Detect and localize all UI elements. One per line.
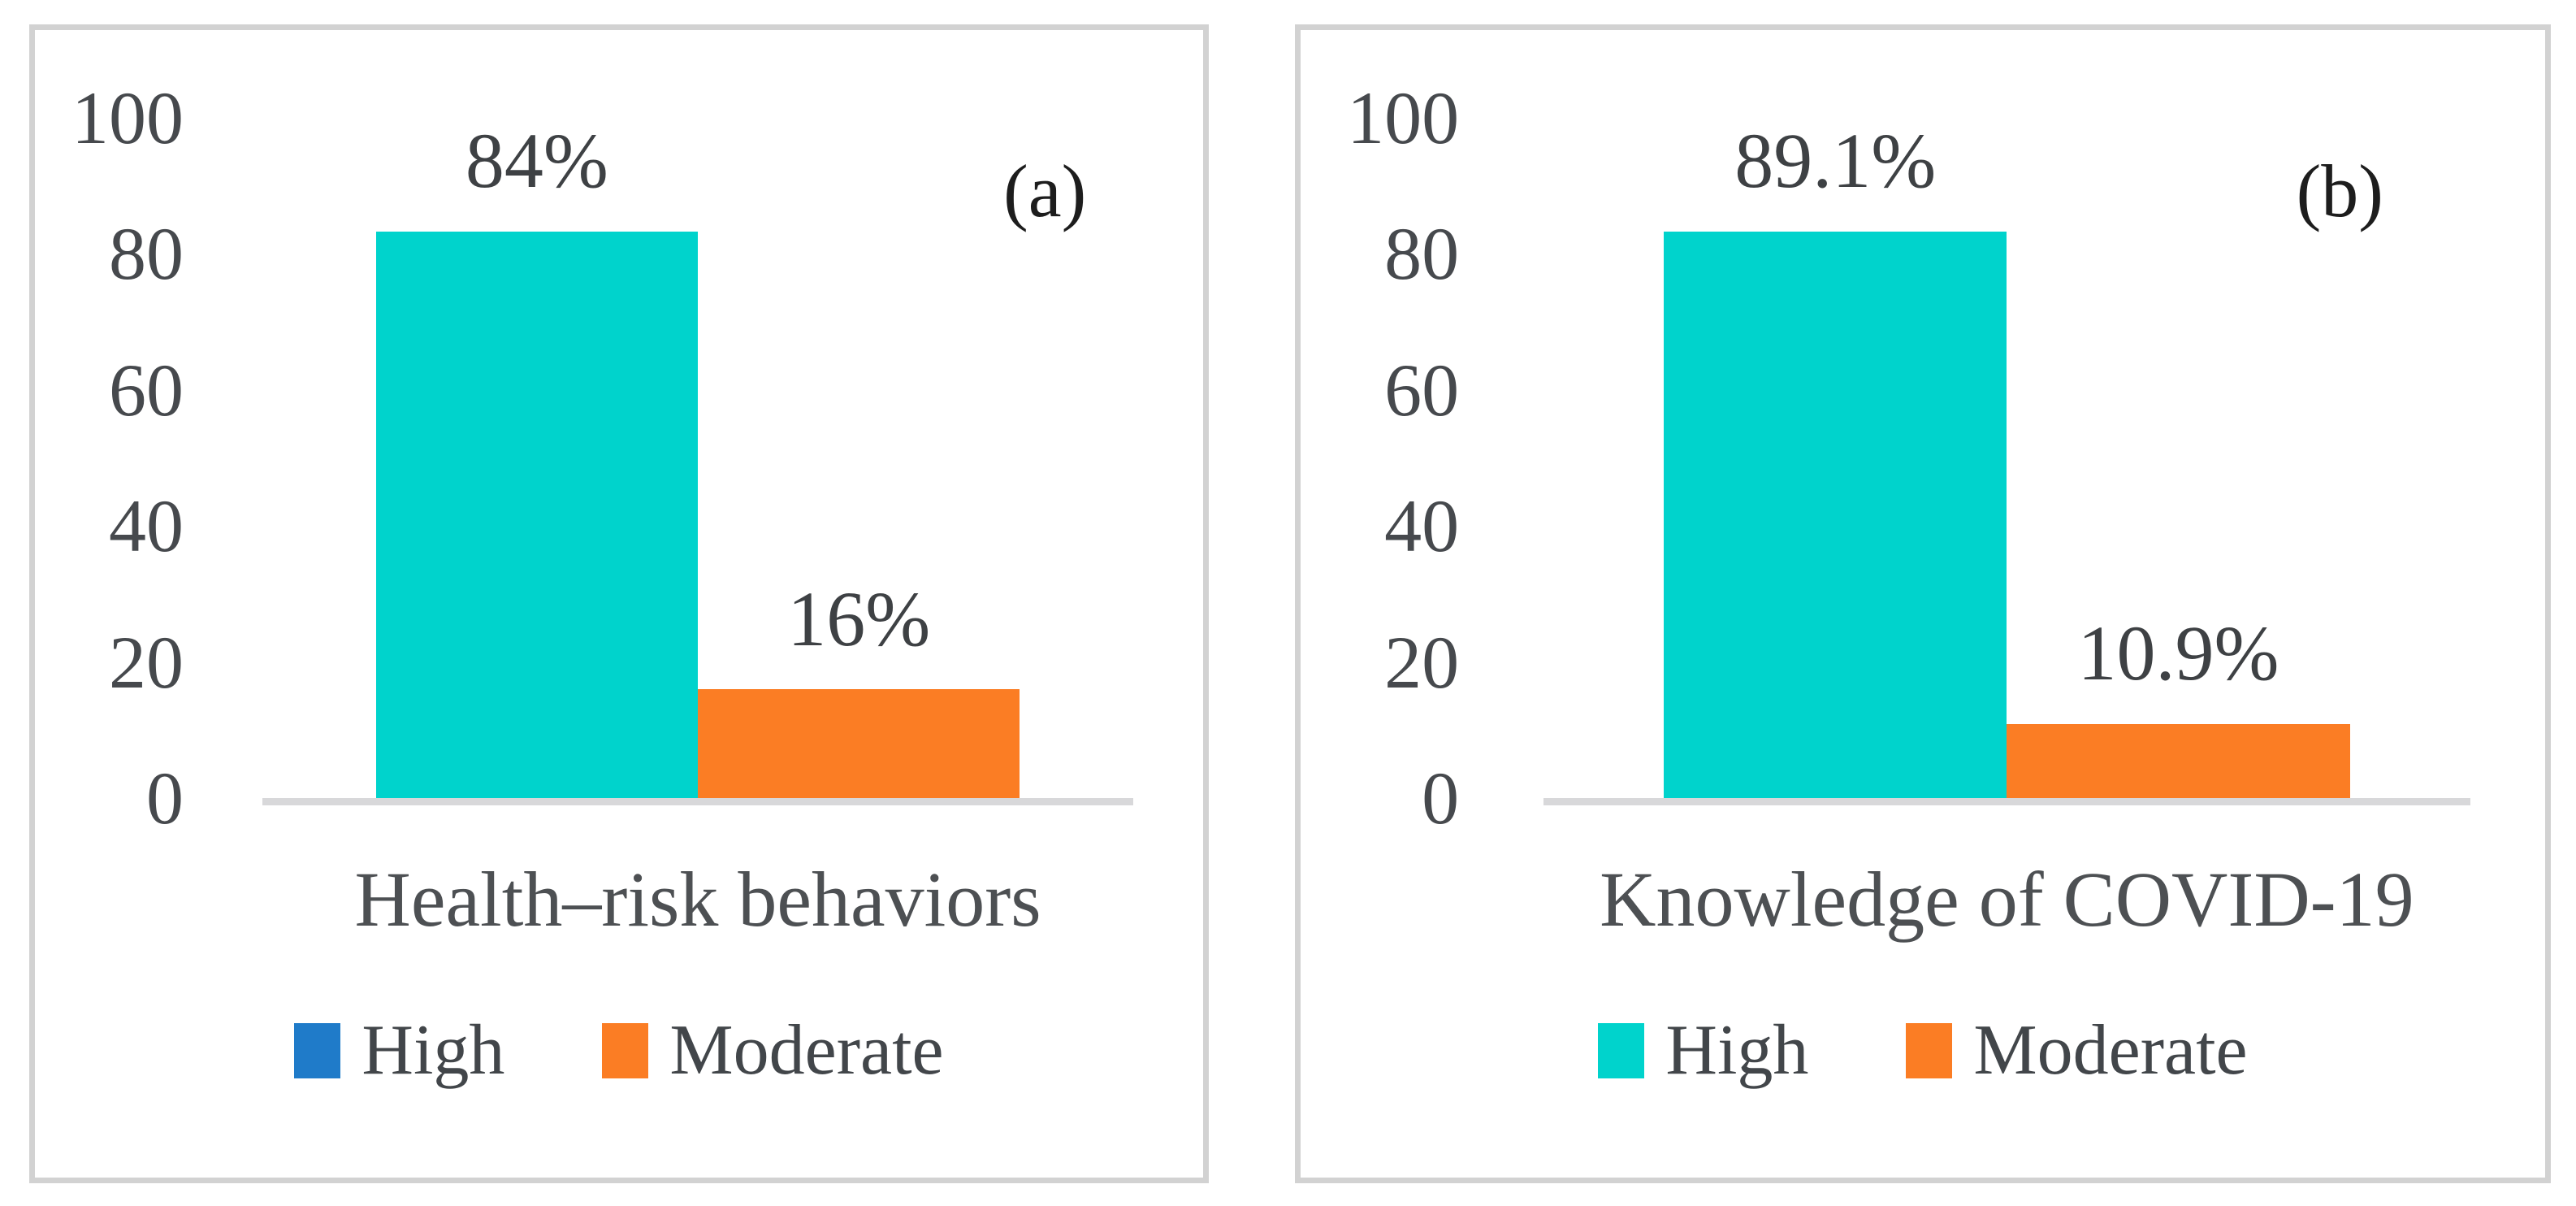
legend-label-moderate: Moderate (1973, 1011, 2248, 1090)
y-axis-tick-label: 60 (108, 348, 184, 432)
y-axis-tick-label: 40 (108, 484, 184, 568)
chart-panel-b: (b) 100 80 60 40 20 0 89.1% 10.9% Knowle… (1295, 24, 2551, 1183)
legend-item-moderate: Moderate (1906, 1011, 2248, 1090)
bar-moderate (2007, 723, 2350, 798)
x-axis-title: Knowledge of COVID-19 (1600, 856, 2414, 943)
bar-value-label: 89.1% (1734, 117, 1937, 204)
y-axis-tick-label: 40 (1384, 484, 1460, 568)
bar-group-high: 84% (375, 117, 699, 798)
legend-swatch-high (1598, 1023, 1645, 1078)
y-axis-tick-label: 20 (1384, 620, 1460, 704)
y-axis-tick-label: 60 (1384, 348, 1460, 432)
y-axis-tick-label: 80 (1384, 212, 1460, 296)
y-axis-tick-label: 100 (71, 76, 184, 159)
y-axis-tick-label: 20 (108, 620, 184, 704)
y-axis-tick-label: 80 (108, 212, 184, 296)
bar-group-moderate: 16% (698, 118, 1020, 798)
bar-group-moderate: 10.9% (2007, 118, 2350, 798)
legend-swatch-high (294, 1023, 341, 1078)
plot-area: 89.1% 10.9% (1543, 118, 2471, 805)
legend-label-high: High (1665, 1011, 1809, 1090)
legend-label-moderate: Moderate (669, 1011, 944, 1090)
bar-moderate (698, 689, 1020, 798)
legend: High Moderate (1301, 1015, 2545, 1087)
chart-panel-a: (a) 100 80 60 40 20 0 84% 16% Health–ris… (29, 24, 1209, 1183)
legend-swatch-moderate (1906, 1023, 1953, 1078)
x-axis-line (1543, 798, 2471, 805)
x-axis-line (262, 798, 1133, 805)
bar-high (375, 231, 699, 798)
bar-value-label: 16% (787, 575, 931, 662)
y-axis: 100 80 60 40 20 0 (1301, 80, 1462, 835)
legend-item-moderate: Moderate (602, 1011, 944, 1090)
y-axis-tick-label: 0 (1422, 757, 1460, 839)
bar-group-high: 89.1% (1664, 118, 2007, 798)
x-axis-title: Health–risk behaviors (354, 856, 1041, 943)
legend-item-high: High (1598, 1015, 1808, 1087)
bar-value-label: 10.9% (2077, 610, 2279, 697)
y-axis-tick-label: 100 (1347, 76, 1460, 159)
plot-area: 84% 16% (262, 117, 1133, 805)
bar-value-label: 84% (465, 117, 608, 204)
panel-label-a: (a) (1003, 150, 1087, 232)
y-axis-tick-label: 0 (145, 757, 184, 839)
panel-label-b: (b) (2296, 150, 2383, 232)
legend: High Moderate (35, 1015, 1203, 1087)
legend-label-high: High (362, 1011, 505, 1090)
bar-high (1664, 231, 2007, 798)
legend-swatch-moderate (602, 1023, 649, 1078)
legend-item-high: High (294, 1015, 504, 1087)
y-axis: 100 80 60 40 20 0 (35, 80, 187, 835)
